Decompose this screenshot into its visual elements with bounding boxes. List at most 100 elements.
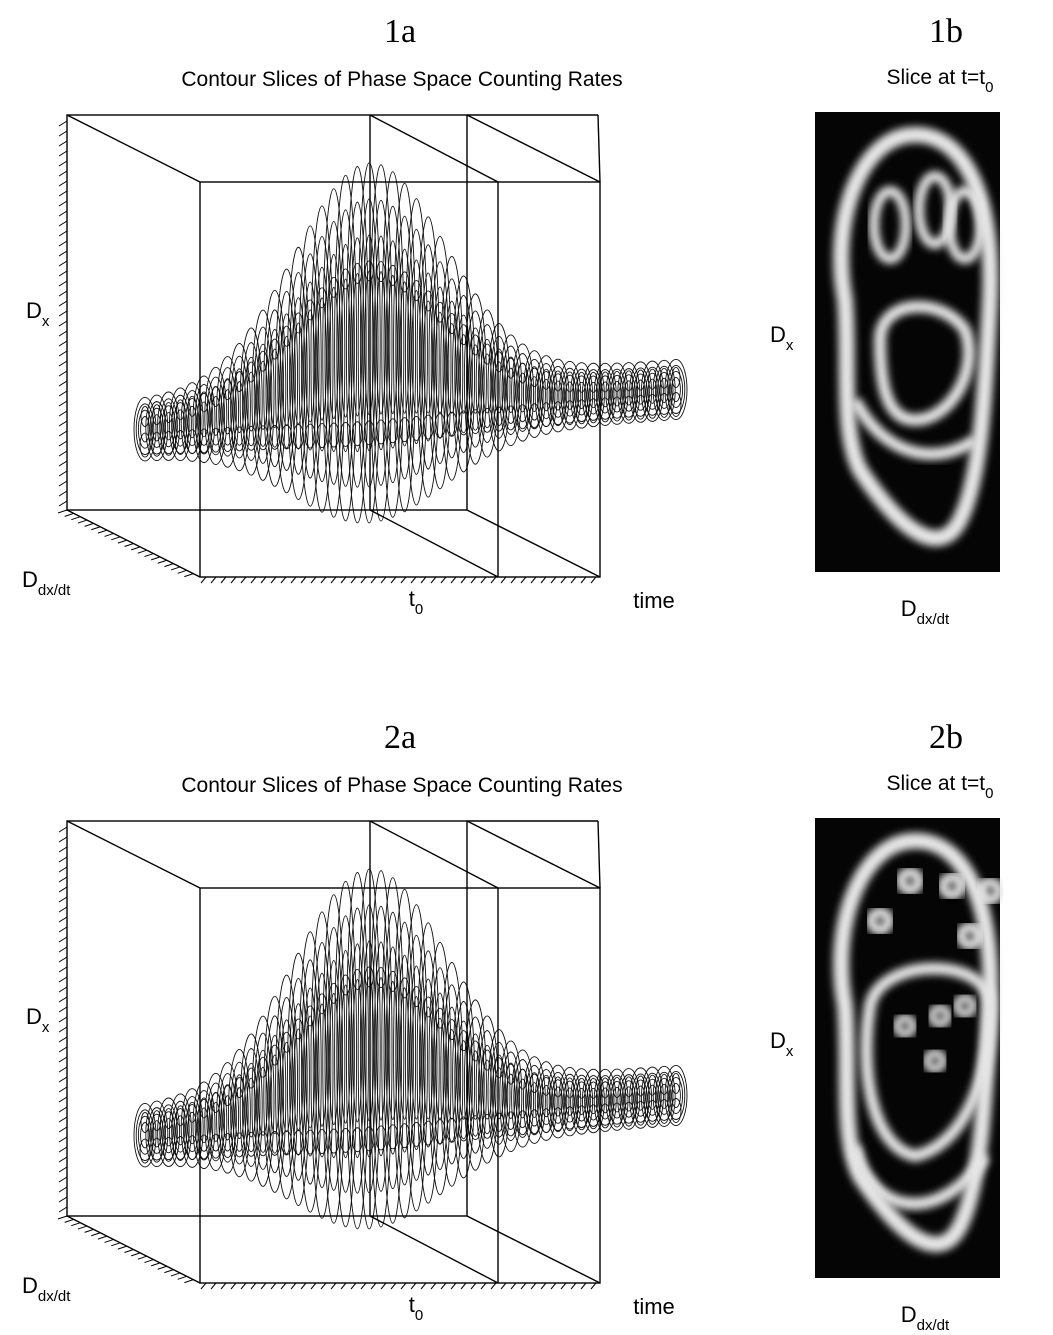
- contour-line: [230, 1061, 249, 1165]
- contour-line: [423, 290, 433, 312]
- tick: [58, 330, 68, 337]
- contour-line: [635, 379, 646, 405]
- contour-line: [645, 1078, 660, 1116]
- tick: [58, 360, 68, 367]
- contour-line: [362, 940, 377, 1158]
- contour-line: [671, 1083, 681, 1108]
- tick: [58, 240, 68, 247]
- tick: [58, 1006, 68, 1013]
- contour-line: [220, 378, 235, 446]
- panel-title: Slice at t=t0: [887, 772, 994, 802]
- contour-line: [588, 381, 599, 409]
- tick: [58, 1196, 68, 1203]
- contour-line: [454, 295, 473, 453]
- tick: [460, 576, 467, 584]
- depth-axis-label: Ddx/dt: [22, 1273, 71, 1305]
- contour-line: [336, 209, 355, 487]
- tick: [58, 190, 68, 197]
- contour-line: [456, 314, 471, 434]
- tick: [58, 1046, 68, 1053]
- slice-label-sub: 0: [415, 1307, 423, 1324]
- x-axis-label-main: D: [901, 1302, 917, 1327]
- spot: [893, 1014, 917, 1038]
- contour-line: [381, 877, 405, 1224]
- tick: [250, 1282, 257, 1290]
- contour-line: [161, 405, 176, 448]
- tick: [84, 522, 94, 527]
- contour-line: [258, 1056, 268, 1078]
- tick: [58, 400, 68, 407]
- contour-line: [239, 1033, 263, 1182]
- tick: [370, 1282, 377, 1290]
- tick: [58, 350, 68, 357]
- contour-line: [371, 905, 391, 1192]
- contour-line: [373, 235, 389, 451]
- tick: [410, 576, 417, 584]
- tick: [124, 1249, 134, 1253]
- slice-label-main: t: [409, 1292, 415, 1317]
- contour-line: [255, 343, 271, 447]
- contour-line: [570, 362, 594, 429]
- contour-line: [640, 360, 664, 422]
- contour-line: [428, 235, 452, 490]
- contour-line: [317, 297, 327, 421]
- outer-ring: [833, 126, 999, 547]
- tick: [58, 836, 68, 843]
- contour-line: [411, 280, 421, 302]
- contour-line: [133, 1102, 157, 1168]
- contour-line: [570, 1068, 594, 1135]
- tick: [470, 1282, 477, 1290]
- contour-line: [376, 271, 386, 415]
- contour-line: [605, 362, 629, 425]
- contour-line: [442, 278, 462, 459]
- contour-line: [196, 392, 212, 446]
- contour-line: [223, 1085, 233, 1107]
- contour-line: [558, 360, 582, 431]
- contour-line: [322, 188, 346, 518]
- tick: [230, 1282, 237, 1290]
- tick: [57, 509, 68, 514]
- tick: [58, 180, 68, 187]
- panel-label: 2a: [384, 719, 416, 756]
- tick: [230, 576, 237, 584]
- contour-line: [652, 359, 676, 421]
- contour-slices: [133, 868, 688, 1230]
- tick: [71, 516, 81, 521]
- contour-line: [185, 398, 200, 447]
- contour-line: [595, 1075, 615, 1126]
- contour-line: [232, 1074, 247, 1152]
- contour-line: [529, 366, 539, 388]
- contour-line: [572, 1074, 591, 1129]
- contour-line: [357, 162, 381, 524]
- contour-line: [435, 311, 445, 414]
- contour-line: [605, 1068, 629, 1131]
- tick: [58, 170, 68, 177]
- contour-line: [598, 375, 613, 414]
- contour-line: [385, 946, 400, 1155]
- contour-line: [234, 371, 244, 393]
- y-axis-label-sub: x: [42, 1019, 50, 1036]
- contour-line: [529, 1072, 539, 1094]
- contour-line: [317, 1003, 327, 1127]
- slice-plane: [369, 820, 499, 889]
- tick: [550, 576, 557, 584]
- tick: [570, 576, 577, 584]
- contour-line: [168, 1093, 192, 1168]
- tick: [58, 986, 68, 993]
- contour-line: [395, 215, 414, 480]
- contour-line: [670, 392, 682, 417]
- contour-line: [171, 1100, 190, 1160]
- tick: [520, 576, 527, 584]
- contour-line: [163, 412, 174, 441]
- contour-line: [505, 1073, 516, 1119]
- contour-line: [477, 324, 497, 443]
- tick: [290, 576, 297, 584]
- contour-line: [357, 868, 381, 1230]
- contour-line: [194, 1090, 214, 1161]
- contour-line: [258, 350, 268, 372]
- contour-line: [621, 1080, 636, 1118]
- contour-line: [230, 355, 249, 459]
- contour-line: [270, 338, 280, 360]
- contour-line: [487, 1029, 511, 1158]
- cube-edge: [466, 114, 601, 183]
